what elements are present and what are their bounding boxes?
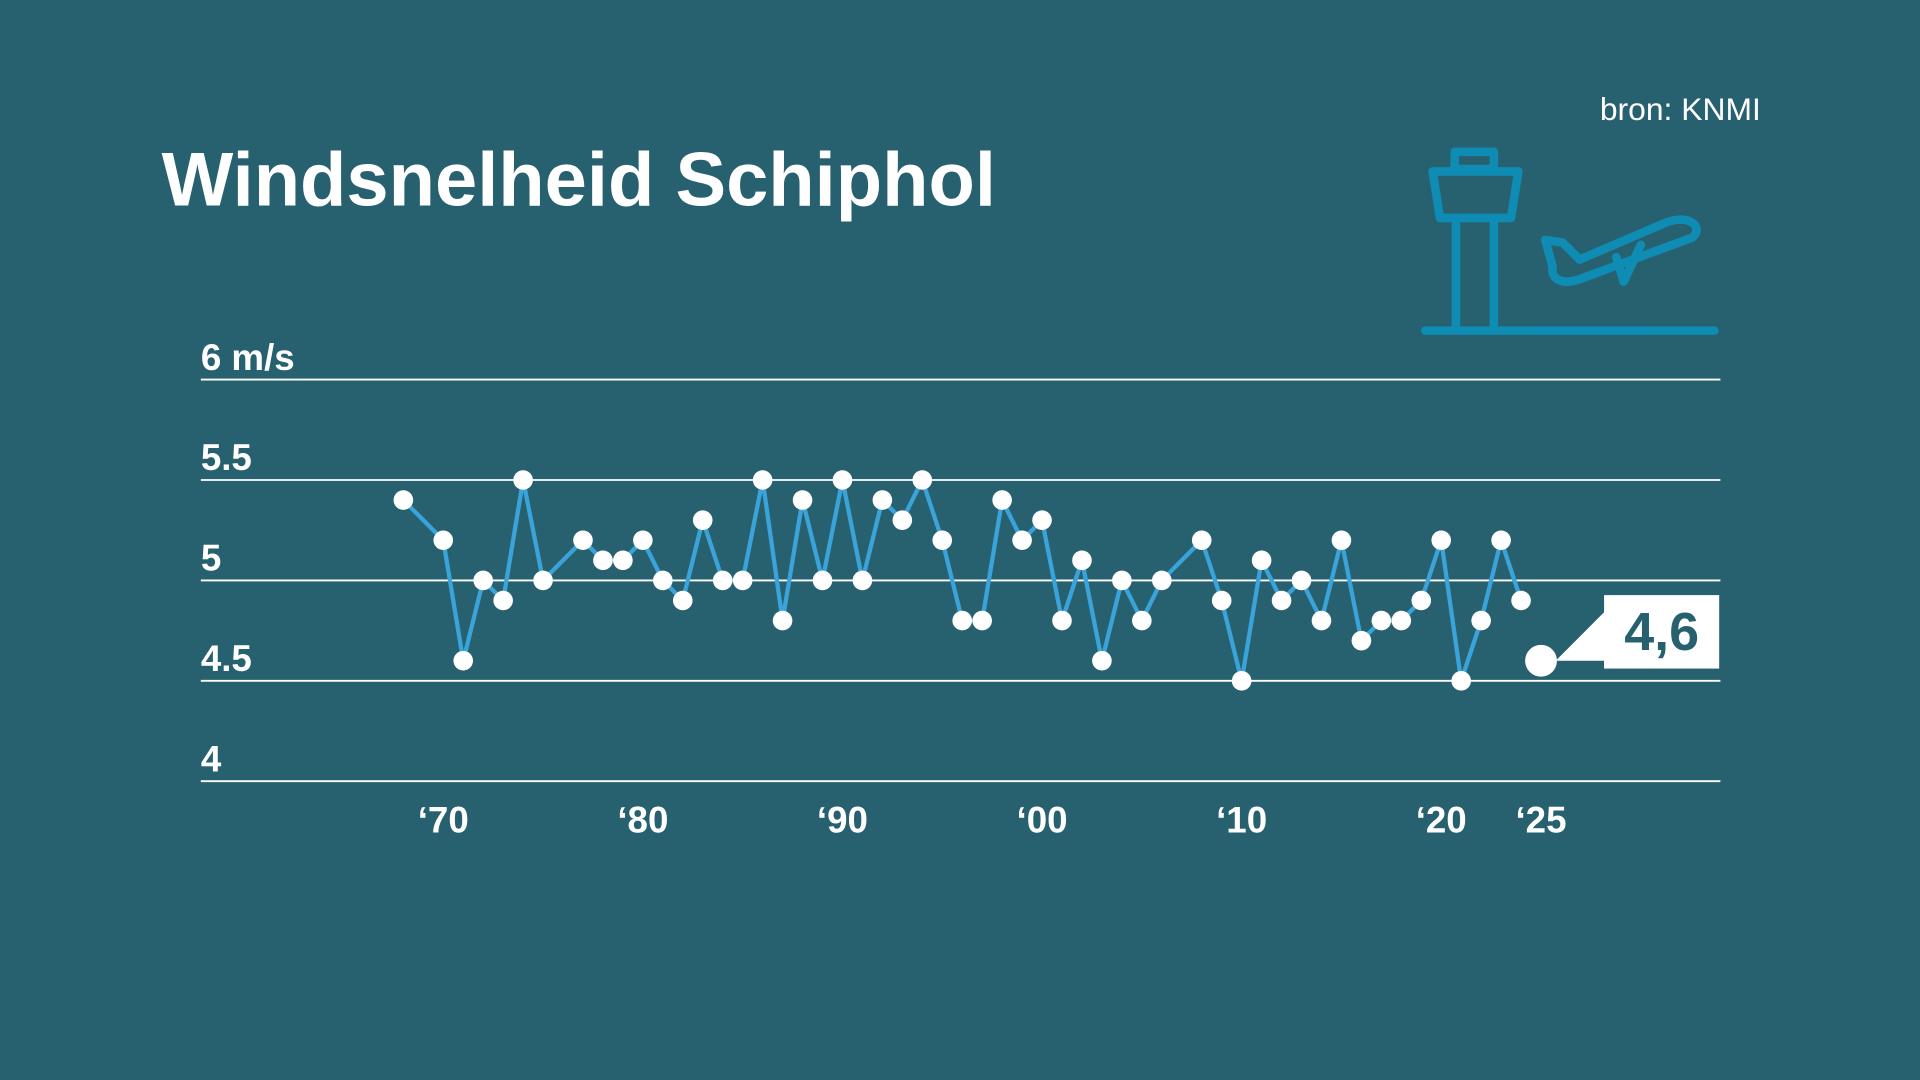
control-tower-icon [1421, 147, 1719, 335]
data-point [912, 470, 933, 490]
data-point [1211, 590, 1232, 611]
data-point [872, 490, 893, 510]
data-point [1271, 590, 1292, 611]
callout-pointer [1555, 609, 1607, 661]
data-point [1431, 530, 1452, 551]
data-point [1112, 570, 1132, 591]
highlight-point [1525, 644, 1557, 677]
data-point [1471, 610, 1491, 631]
highlight-callout: 4,6 [1525, 595, 1720, 677]
data-point [732, 570, 753, 591]
data-point [1331, 530, 1352, 551]
data-point [473, 570, 493, 591]
x-tick-label: ‘70 [418, 800, 469, 841]
data-point [453, 650, 474, 671]
data-point [1311, 610, 1332, 631]
x-tick-label: ‘80 [617, 800, 668, 841]
data-point [653, 570, 673, 591]
data-point [1251, 550, 1272, 571]
data-point [1152, 570, 1172, 591]
data-point [573, 530, 593, 551]
source-label: bron: KNMI [1600, 91, 1761, 127]
data-point [1451, 671, 1471, 691]
chart-title: Windsnelheid Schiphol [162, 138, 996, 223]
data-point [393, 490, 414, 510]
data-point [1012, 530, 1032, 551]
y-tick-label: 4.5 [201, 638, 252, 679]
x-tick-label: ‘25 [1515, 800, 1566, 841]
airplane-takeoff-icon [1541, 215, 1701, 286]
callout-value: 4,6 [1624, 602, 1699, 662]
data-point [633, 530, 653, 551]
data-point [952, 610, 972, 631]
data-point [1291, 570, 1312, 591]
x-tick-label: ‘10 [1216, 800, 1267, 841]
data-point [852, 570, 873, 591]
data-point [1351, 630, 1372, 651]
data-point [1391, 610, 1412, 631]
data-point [692, 510, 713, 530]
data-point [1231, 671, 1252, 691]
data-point [932, 530, 953, 551]
data-point [972, 610, 992, 631]
data-point [1411, 590, 1432, 611]
data-point [832, 470, 853, 490]
data-point [892, 510, 913, 530]
data-point [1092, 650, 1112, 671]
data-point [772, 610, 793, 631]
data-point [1032, 510, 1052, 530]
callout-box [1604, 595, 1720, 669]
data-point [812, 570, 833, 591]
data-point [1371, 610, 1392, 631]
y-tick-label: 4 [201, 738, 222, 779]
data-point [533, 570, 553, 591]
y-axis: 6 m/s 5.5 5 4.5 4 [201, 337, 295, 780]
x-tick-label: ‘00 [1017, 800, 1068, 841]
data-point [613, 550, 633, 571]
data-point [1052, 610, 1072, 631]
data-point [593, 550, 613, 571]
data-point [493, 590, 513, 611]
data-point [1072, 550, 1092, 571]
data-point [752, 470, 773, 490]
data-point [1511, 590, 1531, 611]
y-tick-label: 6 m/s [201, 337, 295, 378]
data-point [513, 470, 533, 490]
y-tick-label: 5.5 [201, 437, 252, 478]
data-point [1191, 530, 1212, 551]
data-points [393, 470, 1531, 691]
x-tick-label: ‘20 [1416, 800, 1467, 841]
x-tick-label: ‘90 [817, 800, 868, 841]
data-point [433, 530, 454, 551]
data-point [1132, 610, 1152, 631]
x-axis: ‘70 ‘80 ‘90 ‘00 ‘10 ‘20 ‘25 [418, 800, 1567, 841]
data-point [792, 490, 813, 510]
data-point [1491, 530, 1511, 551]
data-point [712, 570, 733, 591]
data-point [672, 590, 693, 611]
y-tick-label: 5 [201, 538, 221, 579]
data-point [992, 490, 1012, 510]
